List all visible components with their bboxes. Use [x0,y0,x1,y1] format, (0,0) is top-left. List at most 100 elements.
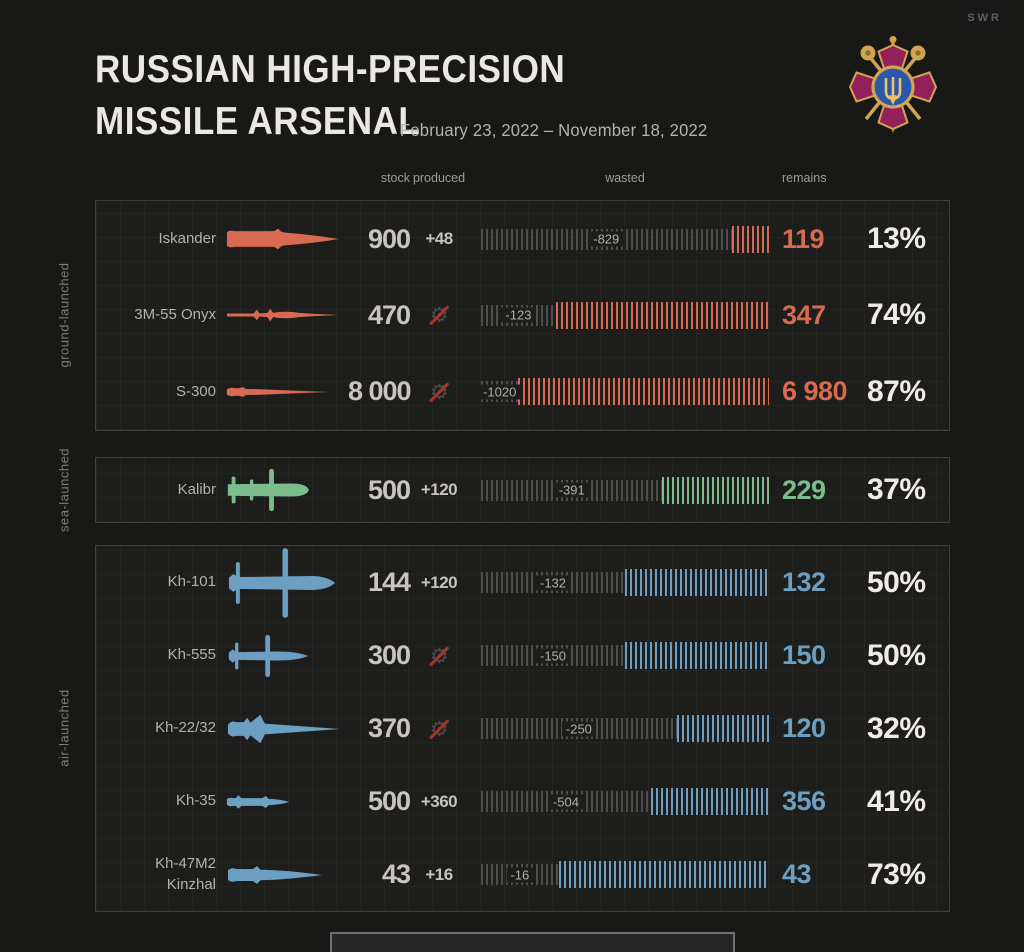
title-line-1: RUSSIAN HIGH-PRECISION [95,48,566,91]
wasted-remains-bar: -391 [481,476,769,504]
group-label-air-launched: air-launched [56,689,72,767]
stock-value: 500 [367,786,411,816]
wasted-value: -391 [554,482,589,498]
wasted-remains-bar: -16 [481,861,769,888]
remains-value: 132 [782,567,826,597]
date-range: February 23, 2022 – November 18, 2022 [400,120,708,140]
remains-segment [650,788,769,815]
remains-segment [558,861,769,888]
title-line-2: MISSILE ARSENAL [95,100,421,143]
missile-silhouette-icon [216,712,348,746]
group-panel-sea-launched: Kalibr 500 +120 -391 229 37% [95,457,950,523]
missile-silhouette-icon [216,792,348,812]
wasted-value: -1020 [479,384,521,400]
group-label-ground-launched: ground-launched [56,262,72,368]
produced-value: ⚙ [410,379,468,405]
remains-percent: 50% [867,638,926,672]
swr-logo: SWR [967,12,1002,24]
wasted-value: -829 [589,231,624,247]
produced-value: +360 [420,791,458,811]
missile-row: Kh-35 500 +360 -504 356 41% [96,765,949,838]
stock-value: 900 [367,223,411,254]
remains-percent: 87% [867,374,926,408]
stock-value: 370 [367,713,411,743]
wasted-remains-bar: -829 [481,225,769,253]
remains-percent: 13% [867,222,926,256]
wasted-remains-bar: -123 [481,301,769,329]
remains-value: 356 [782,786,826,816]
missile-name: S-300 [175,382,216,400]
group-panel-ground-launched: Iskander 900 +48 -829 119 13% 3M-55 Onyx… [95,200,950,431]
wasted-value: -16 [506,867,534,882]
produced-value: ⚙ [410,643,468,669]
wasted-value: -150 [535,648,571,663]
missile-name: Kh-101 [167,573,216,591]
missile-row: Kh-101 144 +120 -132 132 50% [96,546,949,619]
column-header-produced: produced [412,171,466,185]
remains-percent: 74% [867,298,926,332]
column-headers: stock produced wasted remains [96,170,949,186]
missile-name: Iskander [158,230,216,248]
remains-segment [555,301,769,329]
produced-value: +48 [425,229,453,249]
wasted-remains-bar: -132 [481,569,769,596]
missile-name: Kh-35 [175,792,216,810]
wasted-value: -123 [501,307,536,323]
no-production-icon: ⚙ [426,379,452,405]
no-production-icon: ⚙ [426,716,452,742]
missile-silhouette-icon [216,305,348,325]
missile-row: Kh-22/32 370 ⚙ -250 120 32% [96,692,949,765]
column-header-remains: remains [782,171,827,185]
remains-segment [662,476,769,504]
legend-box-cutoff [330,932,735,952]
remains-value: 229 [782,474,826,505]
missile-silhouette-icon [216,227,348,251]
remains-percent: 32% [867,711,926,745]
missile-name: Kh-555 [167,646,216,664]
remains-percent: 73% [867,857,926,891]
missile-silhouette-icon [216,631,348,681]
missile-row: Kalibr 500 +120 -391 229 37% [96,458,949,522]
no-production-icon: ⚙ [426,643,452,669]
missile-silhouette-icon [216,466,348,514]
missile-silhouette-icon [216,864,348,886]
wasted-remains-bar: -1020 [479,378,769,406]
wasted-remains-bar: -150 [481,642,769,669]
remains-segment [518,378,769,406]
stock-value: 500 [367,474,411,505]
produced-value: +120 [420,572,458,592]
produced-value: ⚙ [410,302,468,328]
remains-value: 43 [782,859,812,889]
page-title: RUSSIAN HIGH-PRECISION MISSILE ARSENAL [95,44,565,148]
remains-segment [731,225,769,253]
stock-value: 43 [381,859,411,889]
produced-value: ⚙ [410,716,468,742]
column-header-wasted: wasted [605,171,645,185]
missile-row: S-300 8 000 ⚙ -1020 6 980 87% [96,354,949,430]
ministry-of-defense-emblem-icon [842,32,944,147]
stock-value: 144 [367,567,411,597]
missile-name: Kh-22/32 [155,719,216,737]
stock-value: 8 000 [348,376,412,407]
missile-row: 3M-55 Onyx 470 ⚙ -123 347 74% [96,277,949,353]
produced-value: +16 [425,864,453,884]
group-label-sea-launched: sea-launched [56,447,72,533]
remains-segment [625,569,769,596]
missile-row: Iskander 900 +48 -829 119 13% [96,201,949,277]
remains-value: 150 [782,640,826,670]
remains-value: 6 980 [782,376,848,407]
wasted-remains-bar: -504 [481,788,769,815]
remains-percent: 50% [867,565,926,599]
group-panel-air-launched: Kh-101 144 +120 -132 132 50% Kh-555 300 … [95,545,950,912]
missile-name: Kalibr [177,480,216,498]
stock-value: 300 [367,640,411,670]
remains-percent: 41% [867,784,926,818]
missile-row: Kh-47M2 Kinzhal 43 +16 -16 43 73% [96,838,949,911]
remains-segment [625,642,769,669]
remains-percent: 37% [867,473,926,506]
produced-value: +120 [420,480,458,499]
remains-value: 347 [782,299,826,330]
column-header-stock: stock [380,171,410,185]
no-production-icon: ⚙ [426,302,452,328]
